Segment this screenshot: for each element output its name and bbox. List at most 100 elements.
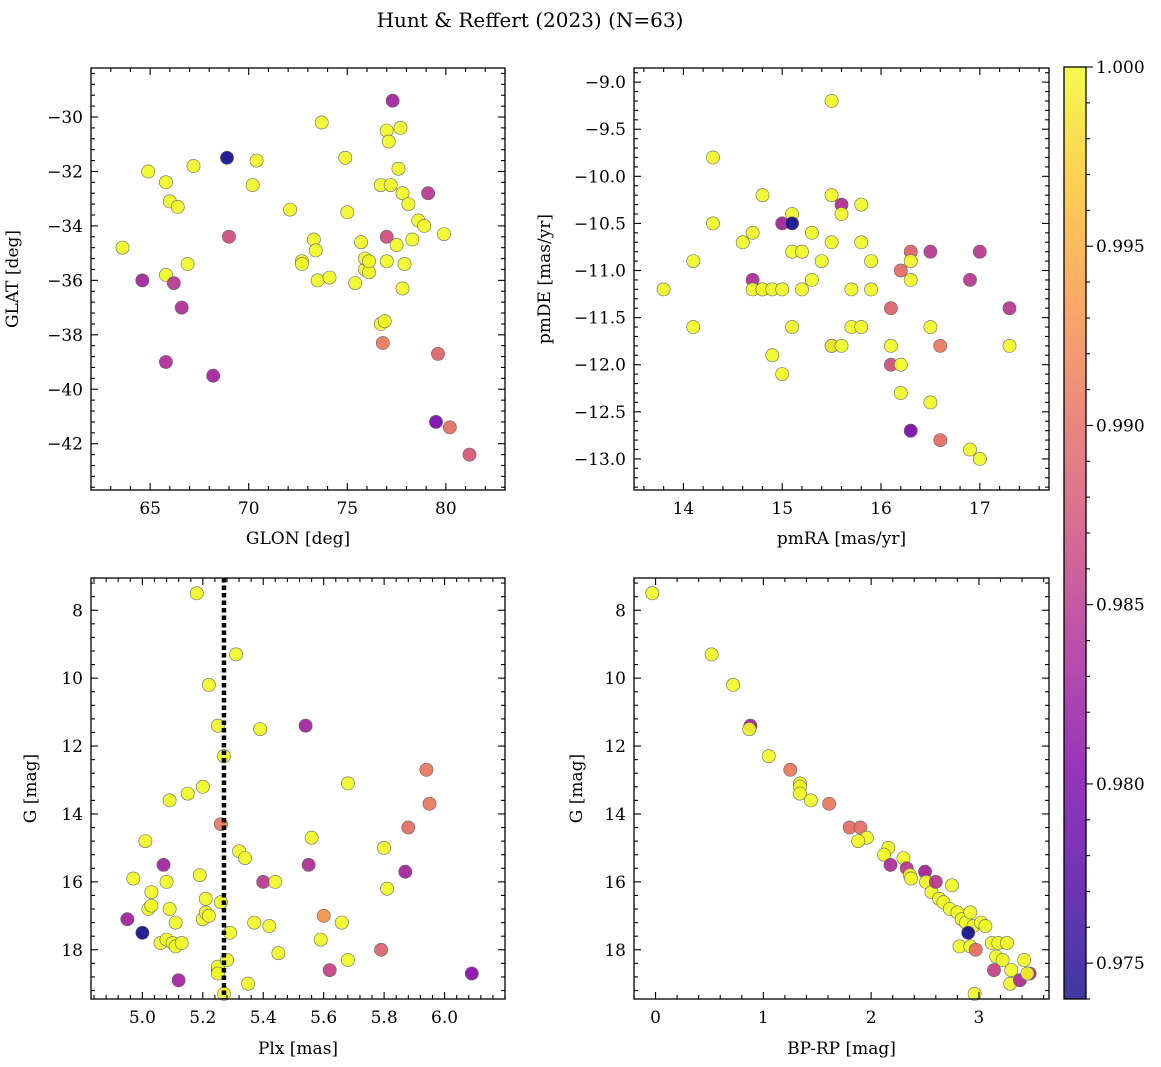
data-point bbox=[884, 338, 898, 353]
data-point bbox=[379, 229, 394, 244]
data-point bbox=[864, 254, 878, 268]
colorbar-tick-label: 1.000 bbox=[1096, 58, 1145, 78]
colorbar-tick-label: 0.990 bbox=[1096, 416, 1145, 436]
data-point bbox=[442, 420, 457, 435]
data-point bbox=[824, 235, 839, 250]
data-point bbox=[972, 451, 987, 466]
data-point bbox=[405, 232, 420, 247]
data-point bbox=[166, 276, 181, 290]
data-point bbox=[135, 925, 150, 940]
data-point bbox=[220, 150, 234, 165]
data-point bbox=[294, 257, 309, 271]
data-point bbox=[174, 936, 189, 950]
data-point bbox=[381, 134, 396, 149]
data-point bbox=[968, 942, 983, 957]
data-point bbox=[824, 188, 839, 203]
data-point bbox=[126, 871, 141, 886]
data-point bbox=[144, 898, 159, 913]
data-point bbox=[1002, 301, 1017, 316]
data-point bbox=[761, 749, 776, 764]
data-point bbox=[785, 320, 799, 334]
data-point bbox=[783, 762, 798, 777]
data-point bbox=[893, 263, 908, 278]
data-point bbox=[201, 908, 216, 923]
data-point bbox=[904, 871, 918, 886]
data-point bbox=[805, 272, 819, 287]
data-point bbox=[322, 963, 337, 977]
x-tick-label: 5.4 bbox=[250, 1008, 277, 1028]
data-point bbox=[854, 320, 869, 334]
data-point bbox=[298, 718, 313, 733]
data-point bbox=[462, 447, 477, 462]
y-tick-label: 12 bbox=[61, 737, 83, 757]
data-point bbox=[313, 932, 328, 947]
scatter-points bbox=[645, 586, 1037, 1001]
data-point bbox=[963, 272, 977, 287]
y-tick-label: −10.5 bbox=[574, 214, 626, 234]
data-point bbox=[383, 178, 398, 192]
data-point bbox=[222, 229, 236, 244]
x-tick-label: 5.6 bbox=[310, 1008, 337, 1028]
data-point bbox=[186, 159, 201, 173]
data-point bbox=[822, 796, 836, 811]
data-point bbox=[401, 197, 416, 211]
data-point bbox=[928, 875, 943, 889]
data-point bbox=[249, 153, 264, 168]
axes-frame bbox=[633, 577, 1050, 1000]
data-point bbox=[171, 973, 186, 988]
data-point bbox=[726, 678, 741, 692]
data-point bbox=[229, 647, 243, 662]
x-tick-label: 5.8 bbox=[371, 1008, 398, 1028]
data-point bbox=[765, 348, 780, 363]
data-point bbox=[398, 864, 413, 879]
data-point bbox=[436, 227, 451, 241]
data-point bbox=[268, 875, 283, 889]
data-point bbox=[180, 257, 195, 271]
y-tick-label: −11.0 bbox=[574, 262, 626, 282]
y-axis-label: GLAT [deg] bbox=[3, 230, 23, 328]
data-point bbox=[395, 186, 410, 201]
figure-title: Hunt & Reffert (2023) (N=63) bbox=[377, 8, 684, 32]
axes-frame bbox=[90, 577, 506, 1000]
data-point bbox=[805, 225, 819, 240]
data-point bbox=[883, 858, 898, 872]
x-tick-label: 3 bbox=[974, 1008, 985, 1028]
data-point bbox=[834, 338, 849, 353]
data-point bbox=[385, 93, 400, 108]
data-point bbox=[844, 282, 859, 297]
data-point bbox=[158, 175, 173, 190]
x-tick-label: 16 bbox=[870, 499, 892, 519]
data-point bbox=[144, 885, 159, 899]
y-tick-label: −9.0 bbox=[585, 73, 626, 93]
y-tick-label: 16 bbox=[61, 873, 83, 893]
data-point bbox=[431, 346, 445, 361]
data-point bbox=[854, 235, 869, 250]
data-point bbox=[884, 301, 898, 316]
data-point bbox=[775, 282, 790, 297]
data-point bbox=[158, 355, 173, 369]
y-tick-label: −32 bbox=[47, 162, 83, 182]
data-point bbox=[893, 357, 908, 372]
data-point bbox=[141, 164, 156, 179]
data-point bbox=[923, 244, 938, 259]
data-point bbox=[706, 150, 720, 165]
data-point bbox=[362, 254, 376, 269]
data-point bbox=[967, 987, 982, 1001]
x-tick-label: 80 bbox=[435, 499, 457, 519]
data-point bbox=[348, 276, 363, 290]
y-tick-label: −38 bbox=[47, 326, 83, 346]
y-tick-label: −34 bbox=[47, 217, 83, 237]
data-point bbox=[755, 188, 770, 203]
data-point bbox=[963, 905, 978, 920]
data-point bbox=[978, 919, 993, 933]
data-point bbox=[1004, 963, 1019, 977]
data-point bbox=[803, 793, 818, 808]
y-tick-label: 14 bbox=[61, 805, 83, 825]
data-point bbox=[253, 722, 268, 736]
y-tick-label: −9.5 bbox=[585, 120, 626, 140]
data-point bbox=[785, 216, 799, 231]
data-point bbox=[1017, 953, 1032, 967]
data-point bbox=[195, 779, 210, 794]
